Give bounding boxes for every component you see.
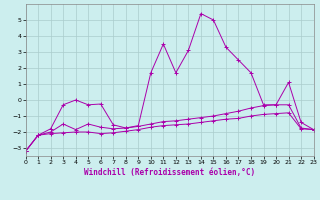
X-axis label: Windchill (Refroidissement éolien,°C): Windchill (Refroidissement éolien,°C) <box>84 168 255 177</box>
